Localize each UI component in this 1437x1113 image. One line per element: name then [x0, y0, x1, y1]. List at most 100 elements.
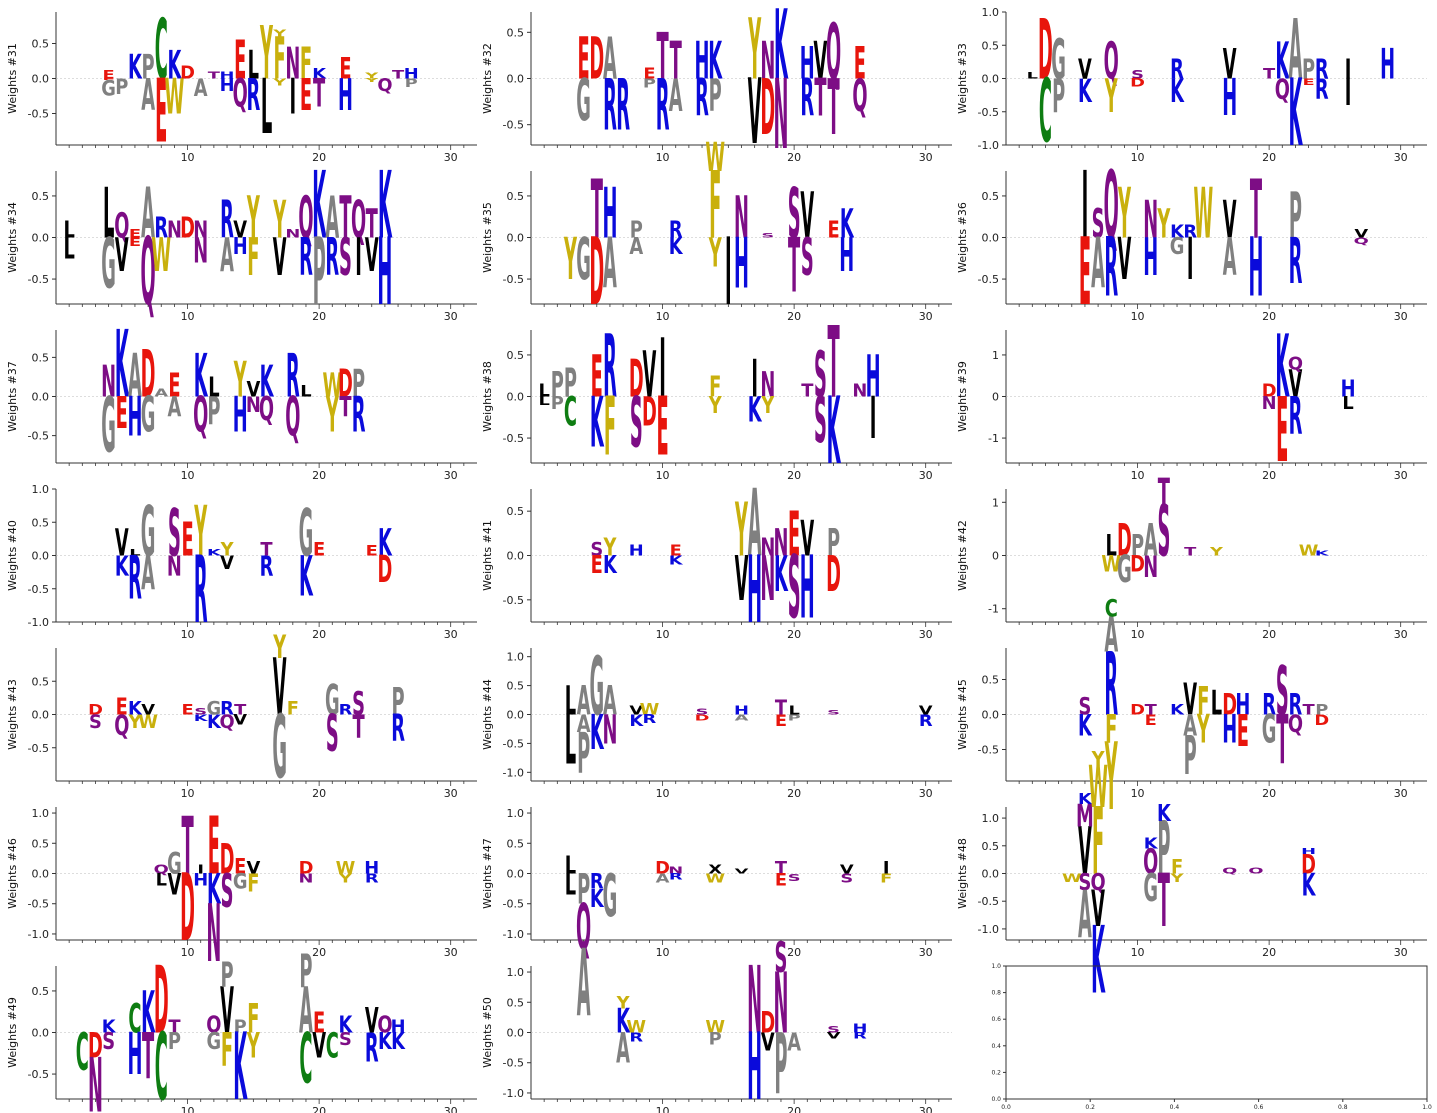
- logo-letter-Y: Y: [273, 630, 287, 667]
- logo-letter-T: T: [168, 1018, 180, 1038]
- logo-letter-N: N: [760, 365, 775, 405]
- logo-letter-E: E: [234, 30, 246, 92]
- x-tick-label: 30: [1394, 151, 1408, 164]
- logo-letter-N: N: [773, 521, 788, 564]
- logo-letter-K: K: [590, 382, 604, 463]
- logo-letter-P: P: [392, 680, 405, 723]
- logo-letter-P: P: [564, 360, 577, 407]
- logo-letter-I: I: [197, 862, 204, 877]
- logo-letter-F: F: [300, 38, 312, 89]
- logo-letter-V: V: [220, 974, 234, 1048]
- logo-letter-K: K: [774, 546, 788, 603]
- logo-letter-W: W: [1101, 551, 1121, 577]
- logo-letter-W: W: [165, 68, 185, 125]
- logo-letter-P: P: [1302, 54, 1315, 86]
- logo-letter-F: F: [247, 228, 259, 288]
- logo-letter-K: K: [128, 48, 142, 87]
- logo-letter-H: H: [747, 536, 762, 644]
- logo-letter-C: C: [564, 389, 577, 436]
- y-axis-label: Weights #49: [6, 997, 19, 1068]
- logo-letter-R: R: [128, 545, 142, 614]
- y-tick-label: -1: [988, 603, 999, 616]
- logo-letter-W: W: [705, 135, 725, 182]
- logo-letter-A: A: [1183, 709, 1197, 743]
- logo-letter-E: E: [1302, 77, 1314, 87]
- y-tick-label: 0.5: [507, 190, 525, 203]
- logo-letter-L: L: [248, 44, 259, 89]
- x-tick-label: 0.4: [1170, 1104, 1180, 1111]
- logo-letter-V: V: [748, 61, 762, 165]
- logo-letter-K: K: [1170, 223, 1185, 243]
- x-tick-label: 20: [312, 1105, 326, 1113]
- x-tick-label: 10: [181, 151, 195, 164]
- logo-letter-L: L: [538, 394, 550, 408]
- logo-letter-N: N: [246, 392, 261, 417]
- logo-letter-H: H: [852, 1021, 867, 1036]
- logo-letter-V: V: [365, 230, 379, 283]
- x-tick-label: 30: [919, 628, 933, 641]
- logo-letter-N: N: [760, 32, 775, 92]
- x-tick-label: 10: [656, 1105, 670, 1113]
- logo-letter-H: H: [866, 344, 881, 412]
- logo-letter-W: W: [705, 871, 725, 886]
- x-tick-label: 10: [656, 628, 670, 641]
- logo-letter-V: V: [273, 643, 287, 734]
- x-tick-label: 30: [919, 310, 933, 323]
- logo-letter-Q: Q: [154, 862, 169, 877]
- logo-letter-P: P: [115, 74, 128, 99]
- y-tick-label: -1.0: [978, 923, 999, 936]
- logo-letter-S: S: [590, 539, 603, 560]
- logo-letter-N: N: [285, 38, 300, 89]
- logo-letter-G: G: [1117, 548, 1132, 591]
- y-axis-label: Weights #43: [6, 679, 19, 750]
- x-tick-label: 0.0: [1001, 1104, 1011, 1111]
- logo-letter-K: K: [1170, 701, 1185, 718]
- logo-letter-E: E: [854, 38, 866, 91]
- logo-letter-I: I: [355, 228, 362, 288]
- y-tick-label: 1.0: [507, 651, 525, 664]
- logo-letter-Y: Y: [233, 351, 247, 408]
- logo-letter-K: K: [590, 885, 605, 914]
- logo-letter-N: N: [852, 382, 867, 402]
- x-tick-label: 10: [181, 787, 195, 800]
- logo-letter-T: T: [392, 68, 405, 82]
- panel-21: 0.0 0.2 0.4 0.6 0.8 1.0 1.0 0.8 0.6 0.4 0.2 0.0: [991, 963, 1431, 1111]
- logo-letter-K: K: [391, 1028, 406, 1055]
- logo-letter-T: T: [366, 201, 379, 248]
- logo-letter-F: F: [1197, 680, 1209, 725]
- logo-letter-H: H: [127, 1021, 142, 1089]
- logo-letter-R: R: [339, 701, 353, 717]
- logo-letter-V: V: [115, 521, 129, 564]
- x-tick-label: 30: [444, 310, 458, 323]
- logo-letter-C: C: [155, 1013, 168, 1113]
- logo-letter-A: A: [1144, 515, 1158, 566]
- y-tick-label: 0.0: [982, 232, 1000, 245]
- logo-letter-K: K: [603, 551, 618, 580]
- logo-letter-K: K: [299, 544, 314, 609]
- logo-letter-T: T: [828, 306, 840, 420]
- y-tick-label: 1.0: [982, 812, 1000, 825]
- logo-letter-S: S: [168, 497, 181, 572]
- logo-letter-A: A: [577, 709, 591, 737]
- logo-letter-V: V: [800, 510, 814, 567]
- logo-letter-T: T: [788, 221, 800, 309]
- logo-letter-S: S: [1157, 491, 1170, 573]
- logo-letter-V: V: [233, 711, 248, 727]
- logo-letter-Y: Y: [325, 387, 339, 444]
- logo-letter-R: R: [286, 342, 300, 411]
- logo-letter-Y: Y: [1105, 723, 1118, 831]
- logo-letter-H: H: [839, 230, 854, 283]
- logo-letter-R: R: [220, 191, 234, 251]
- logo-letter-F: F: [247, 996, 259, 1043]
- logo-letter-Y: Y: [1118, 173, 1132, 254]
- logo-letter-N: N: [1143, 549, 1158, 584]
- y-tick-label: 0.5: [32, 516, 50, 529]
- logo-letter-R: R: [154, 211, 168, 245]
- logo-letter-T: T: [1184, 545, 1197, 558]
- logo-letter-D: D: [377, 548, 392, 591]
- logo-letter-Q: Q: [1354, 236, 1369, 246]
- logo-letter-G: G: [299, 497, 314, 572]
